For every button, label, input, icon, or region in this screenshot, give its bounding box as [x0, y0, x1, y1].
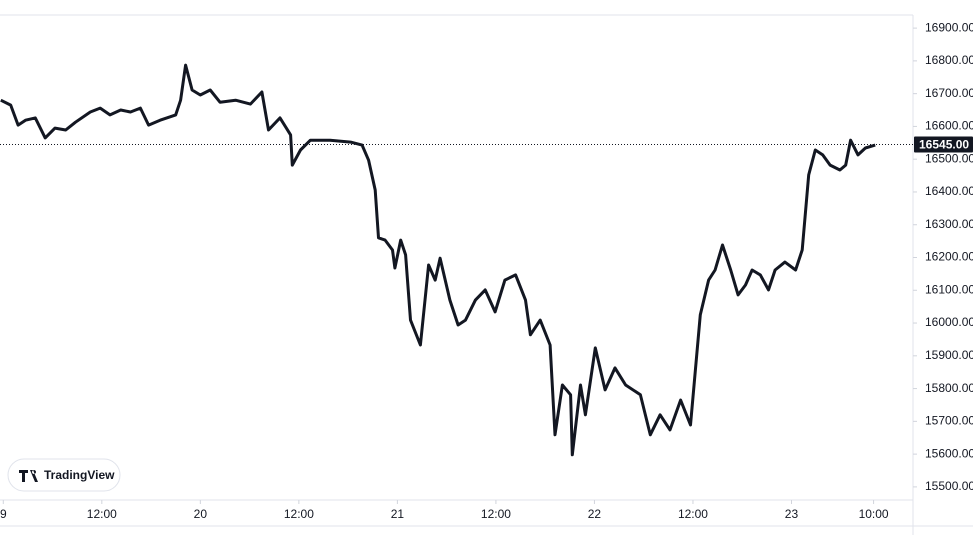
x-tick-label: 12:00 [284, 507, 314, 521]
last-price-label: 16545.00 [919, 138, 969, 152]
y-tick-label: 15800.00 [925, 381, 973, 395]
x-tick-label: 20 [194, 507, 208, 521]
plot-area [0, 63, 876, 457]
y-tick-label: 16800.00 [925, 53, 973, 67]
y-tick-label: 16300.00 [925, 217, 973, 231]
y-tick-label: 16700.00 [925, 86, 973, 100]
price-line [0, 63, 876, 457]
y-tick-label: 15500.00 [925, 479, 973, 493]
x-tick-label: 21 [391, 507, 405, 521]
x-tick-label: 10:00 [859, 507, 889, 521]
y-tick-label: 15900.00 [925, 348, 973, 362]
x-tick-label: 12:00 [481, 507, 511, 521]
x-tick-label: 12:00 [678, 507, 708, 521]
y-tick-label: 15600.00 [925, 446, 973, 460]
x-tick-label: 23 [785, 507, 799, 521]
x-tick-label: 22 [588, 507, 602, 521]
y-tick-label: 16900.00 [925, 20, 973, 34]
brand-name: TradingView [44, 468, 115, 482]
x-tick-label: 9 [0, 507, 7, 521]
y-tick-label: 16100.00 [925, 282, 973, 296]
badge-frame[interactable] [7, 458, 121, 492]
last-price-box [914, 136, 973, 153]
y-tick-label: 16600.00 [925, 119, 973, 133]
y-tick-label: 16400.00 [925, 184, 973, 198]
y-tick-label: 16200.00 [925, 250, 973, 264]
x-tick-label: 12:00 [87, 507, 117, 521]
y-tick-label: 16000.00 [925, 315, 973, 329]
brand-logo [19, 470, 38, 482]
brand-badge[interactable]: TradingView [7, 458, 121, 492]
y-tick-label: 15700.00 [925, 414, 973, 428]
y-tick-label: 16500.00 [925, 151, 973, 165]
